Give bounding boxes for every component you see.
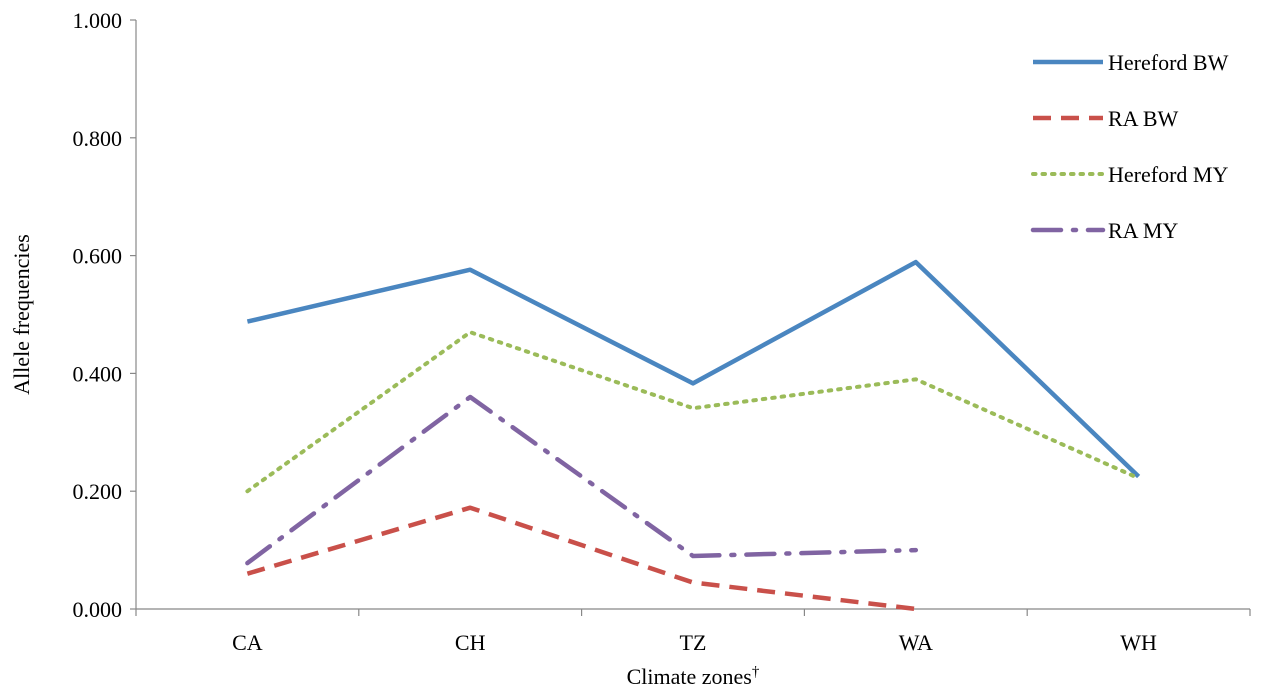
y-tick-label: 0.200 (73, 479, 123, 504)
series-line-hereford-bw (246, 259, 1141, 479)
x-tick-label: TZ (680, 630, 707, 655)
legend-label: RA BW (1108, 106, 1179, 131)
series-line-ra-my (245, 394, 919, 566)
chart-legend: Hereford BW RA BW Hereford MY RA MY (1030, 50, 1229, 243)
y-tick-label: 0.400 (73, 361, 123, 386)
y-tick-label: 0.000 (73, 597, 123, 622)
series-line-ra-bw (246, 505, 917, 612)
x-axis-title: Climate zones† (627, 664, 760, 689)
x-tick-label: CH (455, 630, 486, 655)
series-layer (245, 259, 1141, 612)
x-axis-title-text: Climate zones (627, 664, 752, 689)
y-tick-label: 0.600 (73, 244, 123, 269)
x-tick-label: WH (1120, 630, 1157, 655)
series-line-hereford-my (245, 330, 1141, 494)
legend-label: RA MY (1108, 218, 1178, 243)
legend-label: Hereford BW (1108, 50, 1229, 75)
x-axis-title-marker: † (752, 664, 760, 680)
y-tick-label: 0.800 (73, 126, 123, 151)
legend-label: Hereford MY (1108, 162, 1228, 187)
y-axis-title: Allele frequencies (9, 234, 34, 395)
x-tick-label: WA (899, 630, 933, 655)
chart-axes: 0.000 0.200 0.400 0.600 0.800 1.000 CA CH TZ WA WH (73, 8, 1251, 655)
y-tick-label: 1.000 (73, 8, 123, 33)
x-tick-label: CA (232, 630, 263, 655)
